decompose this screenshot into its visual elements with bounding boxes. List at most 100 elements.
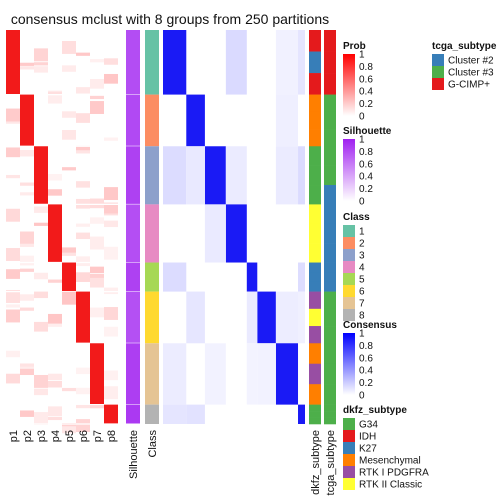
- prob-noise-cell: [62, 65, 76, 72]
- consensus-legend-tick: 0.6: [359, 353, 373, 364]
- dkfz-legend-label: RTK II Classic: [359, 480, 422, 491]
- consensus-offblock: [186, 291, 205, 344]
- prob-noise-cell: [90, 198, 104, 209]
- prob-noise-cell: [34, 66, 48, 73]
- dkfz-legend-label: K27: [359, 444, 377, 455]
- prob-noise-cell: [20, 368, 34, 376]
- prob-noise-cell: [34, 412, 48, 425]
- silhouette-bar-class1: [126, 30, 140, 95]
- dkfz-subtype-cell: [309, 417, 321, 425]
- prob-column-label: p3: [36, 430, 48, 442]
- dkfz-subtype-cell: [309, 51, 321, 74]
- consensus-block-class3: [204, 146, 226, 205]
- tcga-subtype-annotation: [324, 30, 336, 425]
- class-bar-1: [145, 30, 159, 95]
- prob-noise-cell: [62, 291, 76, 305]
- prob-noise-cell: [20, 363, 34, 367]
- prob-legend-tick: 0.4: [359, 87, 373, 98]
- prob-noise-cell: [76, 404, 90, 409]
- prob-noise-cell: [90, 95, 104, 100]
- dkfz-legend-swatch: [343, 430, 355, 442]
- prob-column-label: p2: [22, 430, 34, 442]
- prob-legend-gradient: [343, 54, 355, 116]
- prob-noise-cell: [20, 255, 34, 266]
- silhouette-legend-tick: 0.8: [359, 147, 373, 158]
- dkfz-subtype-cell: [309, 223, 321, 244]
- prob-noise-cell: [48, 174, 62, 181]
- dkfz-legend-title: dkfz_subtype: [343, 405, 407, 416]
- prob-noise-cell: [20, 66, 34, 70]
- dkfz-subtype-cell: [309, 291, 321, 310]
- prob-cell-class3-p3: [34, 146, 48, 205]
- tcga-subtype-cell: [324, 30, 336, 52]
- prob-noise-cell: [6, 373, 20, 384]
- prob-noise-cell: [76, 113, 90, 123]
- prob-noise-cell: [20, 307, 34, 311]
- column-labels: p1 p2 p3 p4 p5 p6 p7 p8 Silhouette Class dkfz_subt…: [8, 430, 337, 496]
- class-legend-title: Class: [343, 212, 370, 223]
- prob-cell-class8-p8: [104, 404, 118, 424]
- dkfz-column-label: dkfz_subtype: [310, 430, 322, 495]
- tcga-subtype-cell: [324, 262, 336, 273]
- prob-noise-cell: [6, 108, 20, 122]
- prob-noise-cell: [34, 206, 48, 213]
- prob-legend-tick: 0.8: [359, 62, 373, 73]
- prob-noise-cell: [20, 192, 34, 196]
- class-legend-label: 4: [359, 263, 365, 274]
- prob-column-label: p5: [64, 430, 76, 442]
- class-legend-label: 3: [359, 251, 365, 262]
- tcga-legend-title: tcga_subtype: [432, 41, 497, 52]
- prob-noise-cell: [20, 182, 34, 186]
- prob-noise-cell: [6, 174, 20, 179]
- prob-noise-cell: [20, 294, 34, 301]
- consensus-offblock: [298, 291, 305, 344]
- prob-noise-cell: [76, 150, 90, 154]
- prob-noise-cell: [62, 423, 76, 427]
- dkfz-subtype-cell: [309, 165, 321, 186]
- dkfz-subtype-cell: [309, 111, 321, 130]
- prob-noise-cell: [104, 137, 118, 141]
- prob-noise-cell: [48, 416, 62, 421]
- tcga-legend-label: G-CIMP+: [448, 80, 490, 91]
- prob-noise-cell: [34, 321, 48, 332]
- consensus-offblock: [225, 146, 247, 205]
- consensus-legend-title: Consensus: [343, 320, 397, 331]
- dkfz-subtype-cell: [309, 146, 321, 166]
- silhouette-column-label: Silhouette: [128, 430, 140, 479]
- tcga-subtype-cell: [324, 291, 336, 310]
- prob-noise-cell: [20, 268, 34, 272]
- prob-noise-cell: [76, 87, 90, 94]
- prob-noise-cell: [76, 145, 90, 153]
- tcga-subtype-cell: [324, 308, 336, 327]
- prob-noise-cell: [76, 256, 90, 267]
- consensus-offblock: [225, 30, 247, 95]
- prob-noise-cell: [6, 147, 20, 158]
- tcga-subtype-cell: [324, 111, 336, 130]
- prob-noise-cell: [6, 309, 20, 323]
- class-legend-label: 5: [359, 275, 365, 286]
- prob-noise-cell: [62, 111, 76, 118]
- prob-noise-cell: [104, 287, 118, 295]
- dkfz-legend-label: Mesenchymal: [359, 456, 421, 467]
- prob-noise-cell: [104, 73, 118, 84]
- dkfz-subtype-cell: [309, 363, 321, 385]
- prob-noise-cell: [48, 406, 62, 417]
- silhouette-bar-class4: [126, 204, 140, 263]
- consensus-offblock: [298, 146, 305, 205]
- dkfz-subtype-cell: [309, 243, 321, 263]
- class-legend-label: 8: [359, 311, 365, 322]
- prob-cell-class6-p6: [76, 291, 90, 344]
- prob-noise-cell: [34, 272, 48, 280]
- prob-noise-cell: [76, 232, 90, 240]
- prob-noise-cell: [90, 101, 104, 114]
- consensus-block-class8: [298, 404, 305, 424]
- class-legend-label: 7: [359, 299, 365, 310]
- prob-column-label: p7: [92, 430, 104, 442]
- dkfz-legend-swatch: [343, 478, 355, 490]
- class-legend-label: 1: [359, 227, 365, 238]
- prob-noise-cell: [48, 373, 62, 381]
- tcga-subtype-cell: [324, 146, 336, 166]
- consensus-block-class2: [186, 94, 205, 147]
- class-legend-swatch: [343, 285, 355, 297]
- consensus-offblock: [298, 262, 305, 292]
